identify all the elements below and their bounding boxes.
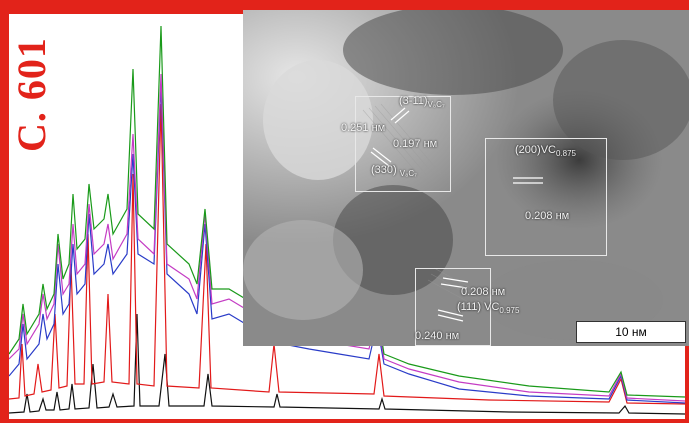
- label-200-text: (200): [515, 144, 541, 156]
- label-0208-bottom: 0.208 нм: [461, 286, 506, 298]
- label-330-sub: V₈C₇: [399, 169, 417, 179]
- tem-micrograph: (3-11)V₈C₇ 0.251 нм 0.197 нм (330) V₈C₇ …: [243, 10, 689, 346]
- label-111: (111) VC0.975: [457, 301, 519, 315]
- label-200-sub: 0.875: [555, 149, 576, 159]
- label-0197: 0.197 нм: [393, 138, 438, 150]
- label-0208-right: 0.208 нм: [525, 210, 570, 222]
- label-3-11: (3-11)V₈C₇: [399, 95, 445, 109]
- label-3-11-text: (3-11): [399, 95, 428, 107]
- region-box-3: [415, 268, 491, 346]
- label-111-sub: 0.975: [499, 306, 520, 316]
- scale-bar: 10 нм: [576, 321, 686, 343]
- label-330-text: (330): [371, 164, 397, 176]
- region-box-2: [485, 138, 607, 256]
- label-330: (330) V₈C₇: [371, 164, 417, 178]
- label-0251: 0.251 нм: [341, 122, 386, 134]
- label-3-11-sub: V₈C₇: [427, 100, 445, 110]
- label-200-main: VC: [540, 144, 556, 156]
- page-label: C. 601: [9, 37, 54, 152]
- label-200: (200)VC0.875: [515, 144, 576, 158]
- label-111-main: VC: [484, 301, 500, 313]
- label-111-text: (111): [457, 301, 482, 313]
- label-0240: 0.240 нм: [415, 330, 460, 342]
- tem-image: [243, 10, 689, 346]
- spectrum-black: [9, 313, 685, 415]
- region-box-1: [355, 96, 451, 192]
- spectrum-red: [9, 103, 685, 405]
